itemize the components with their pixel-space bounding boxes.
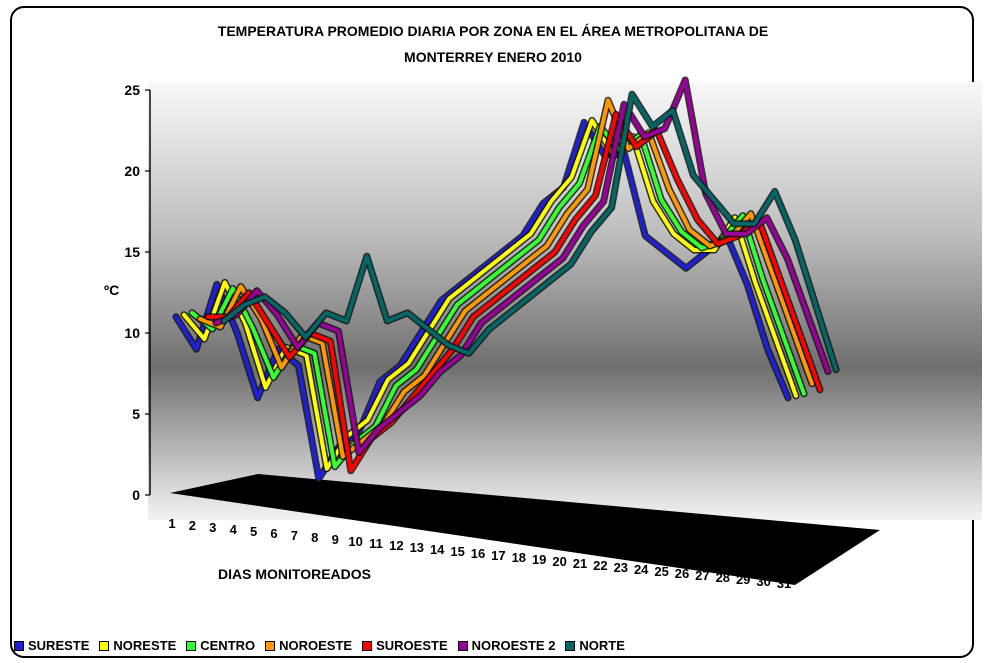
legend-label: NOROESTE — [279, 638, 353, 653]
x-tick-label: 3 — [209, 520, 216, 535]
x-tick-label: 4 — [230, 522, 238, 537]
y-tick-label: 15 — [124, 244, 140, 260]
chart-title-line-2: MONTERREY ENERO 2010 — [404, 49, 582, 65]
series-line-norte — [222, 92, 838, 372]
x-tick-label: 6 — [270, 526, 277, 541]
x-tick-label: 5 — [250, 524, 257, 539]
legend-item-noroeste: NOROESTE — [265, 638, 352, 653]
x-tick-label: 28 — [716, 570, 730, 585]
legend-label: NORTE — [579, 638, 625, 653]
x-tick-label: 19 — [532, 552, 546, 567]
legend-item-noroeste-2: NOROESTE 2 — [457, 638, 556, 653]
legend-item-noreste: NORESTE — [99, 638, 176, 653]
y-tick-label: 20 — [124, 163, 140, 179]
legend-swatch — [362, 640, 373, 651]
x-tick-label: 30 — [756, 574, 770, 589]
x-tick-label: 14 — [430, 542, 445, 557]
legend-swatch — [186, 640, 197, 651]
x-tick-label: 10 — [348, 534, 362, 549]
x-tick-label: 31 — [777, 576, 791, 591]
legend-swatch — [457, 640, 468, 651]
y-tick-label: 25 — [124, 82, 140, 98]
x-tick-label: 1 — [168, 516, 175, 531]
legend-swatch — [565, 640, 576, 651]
legend-swatch — [99, 640, 110, 651]
legend-item-suroeste: SUROESTE — [362, 638, 448, 653]
x-tick-label: 23 — [614, 560, 628, 575]
x-tick-label: 25 — [654, 564, 668, 579]
legend-label: CENTRO — [200, 638, 256, 653]
x-tick-label: 20 — [552, 554, 566, 569]
x-tick-label: 12 — [389, 538, 403, 553]
x-tick-label: 7 — [291, 528, 298, 543]
x-tick-label: 17 — [491, 548, 505, 563]
y-tick-label: 5 — [132, 406, 140, 422]
legend-label: NORESTE — [113, 638, 177, 653]
x-tick-label: 22 — [593, 558, 607, 573]
x-tick-label: 16 — [471, 546, 485, 561]
x-tick-label: 13 — [410, 540, 424, 555]
legend-item-centro: CENTRO — [186, 638, 255, 653]
y-tick-label: 0 — [132, 487, 140, 503]
x-tick-label: 29 — [736, 572, 750, 587]
legend-label: SUROESTE — [376, 638, 448, 653]
chart-floor — [170, 474, 880, 585]
legend-swatch — [14, 640, 24, 651]
chart-title: TEMPERATURA PROMEDIO DIARIA POR ZONA EN … — [110, 18, 876, 70]
y-axis-label: ºC — [104, 282, 120, 298]
x-axis-label: DIAS MONITOREADOS — [218, 566, 371, 582]
x-tick-label: 21 — [573, 556, 587, 571]
x-tick-label: 2 — [189, 518, 196, 533]
legend-swatch — [265, 640, 276, 651]
legend-label: NOROESTE 2 — [471, 638, 556, 653]
x-tick-label: 9 — [332, 532, 339, 547]
x-tick-label: 15 — [450, 544, 464, 559]
legend-item-sureste: SURESTE — [14, 638, 89, 653]
legend-label: SURESTE — [28, 638, 90, 653]
x-tick-label: 26 — [675, 566, 689, 581]
x-tick-label: 18 — [512, 550, 526, 565]
chart-legend: SURESTE NORESTE CENTRO NOROESTE SUROESTE NORO… — [14, 638, 625, 653]
x-tick-label: 8 — [311, 530, 318, 545]
x-tick-label: 11 — [369, 536, 383, 551]
x-tick-label: 27 — [695, 568, 709, 583]
legend-item-norte: NORTE — [565, 638, 625, 653]
y-tick-label: 10 — [124, 325, 140, 341]
x-tick-label: 24 — [634, 562, 649, 577]
chart-title-line-1: TEMPERATURA PROMEDIO DIARIA POR ZONA EN … — [217, 23, 769, 39]
